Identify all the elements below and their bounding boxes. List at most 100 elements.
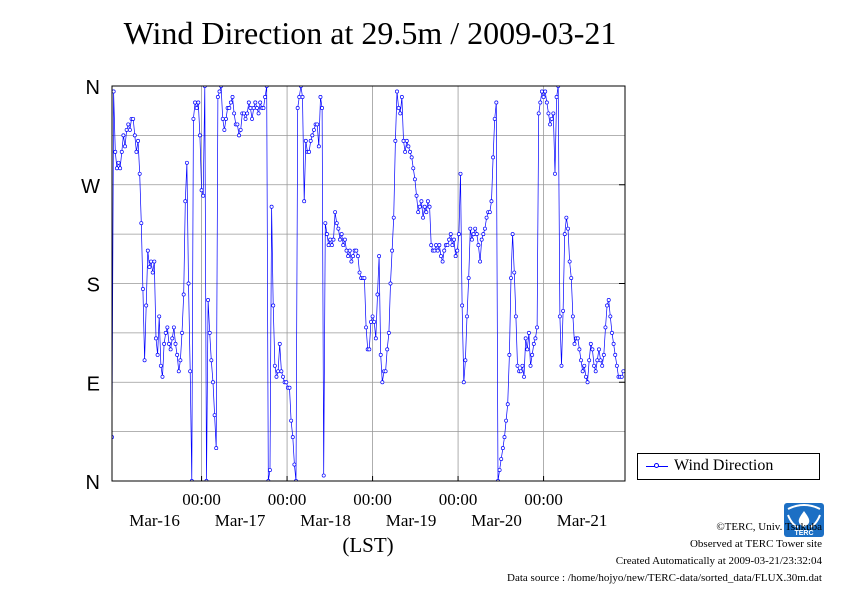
data-point xyxy=(336,226,341,231)
data-point xyxy=(118,166,123,171)
data-point xyxy=(518,369,523,374)
data-point xyxy=(357,270,362,275)
data-point xyxy=(140,287,145,291)
data-point xyxy=(272,363,277,368)
data-point xyxy=(193,100,198,105)
data-point xyxy=(583,374,588,379)
data-point xyxy=(201,193,206,198)
data-point xyxy=(271,303,276,308)
terc-logo: TERC xyxy=(784,503,824,537)
data-point xyxy=(595,358,600,363)
data-point xyxy=(456,232,461,237)
data-point xyxy=(425,199,430,204)
data-point xyxy=(575,336,580,341)
data-point xyxy=(491,155,496,160)
data-point xyxy=(435,248,440,253)
data-point xyxy=(562,232,567,237)
data-point xyxy=(238,127,243,132)
data-point xyxy=(142,358,147,363)
data-point xyxy=(217,89,222,94)
data-point xyxy=(499,457,504,462)
data-point xyxy=(531,341,536,346)
data-point xyxy=(549,116,554,121)
data-point xyxy=(592,363,597,368)
data-point xyxy=(114,166,119,171)
data-point xyxy=(468,226,473,231)
data-point xyxy=(388,281,393,286)
data-point xyxy=(144,303,149,308)
data-point xyxy=(136,138,141,143)
data-point xyxy=(214,446,219,451)
data-point xyxy=(416,210,421,215)
data-point xyxy=(585,380,590,385)
data-point xyxy=(347,248,352,253)
data-point xyxy=(522,374,526,379)
data-point xyxy=(487,210,492,215)
data-point xyxy=(199,188,204,193)
data-point xyxy=(421,215,426,220)
data-point xyxy=(396,105,401,110)
data-point xyxy=(113,149,118,154)
data-point xyxy=(362,276,367,280)
data-point xyxy=(274,374,279,379)
data-point xyxy=(530,352,535,357)
data-point xyxy=(325,232,329,237)
data-point xyxy=(458,171,463,176)
data-point xyxy=(559,363,564,368)
data-point xyxy=(544,100,549,105)
data-point xyxy=(162,341,167,346)
data-point xyxy=(318,95,323,99)
data-point xyxy=(173,341,178,346)
data-point xyxy=(188,369,193,374)
data-point xyxy=(505,402,510,407)
series-group xyxy=(112,86,625,481)
data-point xyxy=(279,369,284,374)
data-point xyxy=(355,254,360,259)
data-point xyxy=(414,193,419,198)
data-point xyxy=(241,111,246,116)
data-point xyxy=(539,89,544,94)
x-axis: 00:00Mar-1600:00Mar-1700:00Mar-1800:00Ma… xyxy=(129,476,607,530)
data-point xyxy=(215,95,220,99)
data-point xyxy=(377,254,382,259)
data-point xyxy=(191,116,196,121)
data-point xyxy=(168,347,173,352)
data-point xyxy=(450,243,455,248)
data-point xyxy=(237,133,241,138)
data-point xyxy=(121,133,126,138)
data-point xyxy=(393,138,398,143)
data-point xyxy=(525,347,530,352)
data-point xyxy=(228,100,233,105)
data-point xyxy=(509,276,513,280)
data-point xyxy=(481,232,486,237)
x-tick-time-label: 00:00 xyxy=(524,490,563,509)
y-tick-label: E xyxy=(87,373,100,395)
data-point xyxy=(588,341,593,346)
data-point xyxy=(269,204,274,209)
data-point xyxy=(528,363,533,368)
y-tick-label: N xyxy=(86,77,100,99)
data-point xyxy=(227,105,232,110)
data-point xyxy=(614,363,619,368)
data-point xyxy=(403,149,408,154)
data-point xyxy=(157,314,162,319)
x-tick-date-label: Mar-17 xyxy=(215,511,266,530)
data-point xyxy=(442,248,447,253)
legend: Wind Direction xyxy=(637,453,820,480)
y-tick-label: N xyxy=(86,472,100,494)
data-point xyxy=(370,314,375,319)
data-point xyxy=(526,330,531,335)
data-point xyxy=(253,100,258,105)
data-point xyxy=(601,352,606,357)
data-point xyxy=(380,380,385,385)
x-tick-date-label: Mar-18 xyxy=(300,511,351,530)
data-point xyxy=(476,243,481,248)
data-point xyxy=(460,303,465,308)
data-point xyxy=(611,341,616,346)
data-point xyxy=(398,111,403,116)
x-tick-time-label: 00:00 xyxy=(268,490,307,509)
data-point xyxy=(497,468,502,472)
data-point xyxy=(572,341,577,346)
data-point xyxy=(551,111,556,116)
